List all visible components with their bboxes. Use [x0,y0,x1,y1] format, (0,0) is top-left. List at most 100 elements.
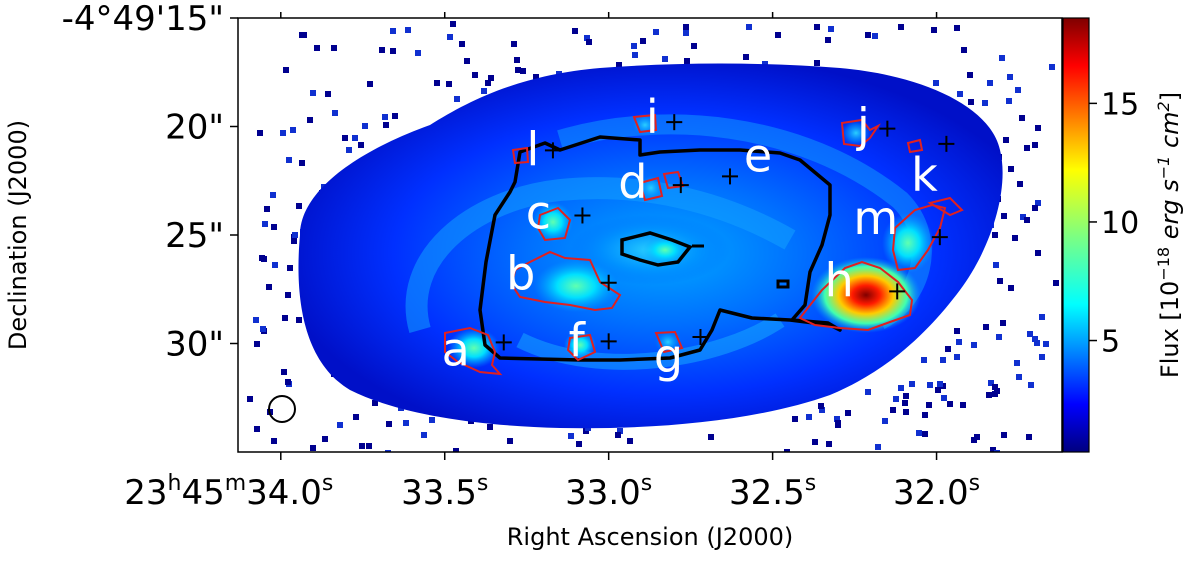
noise-pixel [1026,434,1032,440]
noise-pixel [515,67,521,73]
noise-pixel [941,395,947,401]
noise-pixel [993,262,999,268]
noise-pixel [893,396,899,402]
region-label-a: a [442,322,470,376]
noise-pixel [415,50,421,56]
noise-pixel [260,326,266,332]
noise-pixel [520,68,526,74]
noise-pixel [283,67,289,73]
noise-pixel [1027,331,1033,337]
noise-pixel [828,26,834,32]
noise-pixel [792,416,798,422]
noise-pixel [865,32,871,38]
colorbar-tick-label: 15 [1101,87,1139,122]
noise-pixel [488,75,494,81]
noise-pixel [434,80,440,86]
noise-pixel [806,414,812,420]
noise-pixel [507,438,513,444]
noise-pixel [996,334,1002,340]
noise-pixel [382,114,388,120]
noise-pixel [390,28,396,34]
noise-pixel [986,392,992,398]
noise-pixel [997,278,1003,284]
noise-pixel [481,88,487,94]
noise-pixel [342,135,348,141]
colorbar-label: Flux [10−18 erg s−1 cm2] [1154,92,1184,378]
noise-pixel [310,90,316,96]
noise-pixel [945,346,951,352]
noise-pixel [307,117,313,123]
noise-pixel [429,417,435,423]
noise-pixel [971,342,977,348]
noise-pixel [662,56,668,62]
noise-pixel [358,142,364,148]
colorbar-ticks: 5 10 15 [1089,87,1139,360]
region-label-b: b [506,247,535,301]
noise-pixel [1034,340,1040,346]
noise-pixel [627,438,633,444]
region-label-h: h [825,253,854,307]
noise-pixel [994,388,1000,394]
noise-pixel [933,80,939,86]
noise-pixel [262,221,268,227]
noise-pixel [454,96,460,102]
noise-pixel [485,80,491,86]
noise-pixel [937,381,943,387]
noise-pixel [1032,336,1038,342]
noise-pixel [784,449,790,452]
region-markers: abc d e f g h i jk l m [442,90,955,383]
noise-pixel [282,315,288,321]
noise-pixel [1017,181,1023,187]
region-label-g: g [654,329,683,383]
noise-pixel [266,284,272,290]
noise-pixel [922,431,928,437]
noise-pixel [616,62,622,68]
x-axis: 23h45m34.0s 33.5s 33.0s 32.5s 32.0s [124,12,980,513]
noise-pixel [968,99,974,105]
x-tick-label: 23h45m34.0s [124,471,333,513]
noise-pixel [890,407,896,413]
noise-pixel [940,357,946,363]
noise-pixel [954,328,960,334]
noise-pixel [296,203,302,209]
colorbar-gradient [1062,17,1090,453]
noise-pixel [826,441,832,447]
noise-pixel [691,43,697,49]
noise-pixel [1028,382,1034,388]
colorbar-tick-label: 10 [1101,206,1139,241]
noise-pixel [916,430,922,436]
noise-pixel [421,432,427,438]
x-axis-label: Right Ascension (J2000) [507,523,794,551]
noise-pixel [270,192,276,198]
noise-pixel [835,420,841,426]
noise-pixel [332,110,338,116]
noise-pixel [818,403,824,409]
noise-pixel [352,135,358,141]
noise-pixel [257,130,263,136]
noise-pixel [385,450,391,452]
noise-pixel [814,24,820,30]
noise-pixel [514,57,520,63]
region-label-i: i [646,90,659,144]
noise-pixel [1032,205,1038,211]
noise-pixel [446,81,452,87]
noise-pixel [572,28,578,34]
noise-pixel [987,80,993,86]
noise-pixel [746,24,752,30]
black-contour-small [776,279,790,289]
noise-pixel [353,414,359,420]
image-plot-area: abc d e f g h i jk l m [238,18,1062,452]
noise-pixel [961,47,967,53]
noise-pixel [956,339,962,345]
noise-pixel [617,428,623,434]
noise-pixel [271,438,277,444]
noise-pixel [367,81,373,87]
noise-pixel [1049,64,1055,70]
x-tick-label: 33.0s [565,471,652,513]
colorbar: 5 10 15 Flux [10−18 erg s−1 cm2] [1062,17,1184,453]
noise-pixel [287,265,293,271]
noise-pixel [1007,74,1013,80]
noise-pixel [1039,314,1045,320]
black-contour-inner [620,231,693,267]
noise-pixel [957,91,963,97]
